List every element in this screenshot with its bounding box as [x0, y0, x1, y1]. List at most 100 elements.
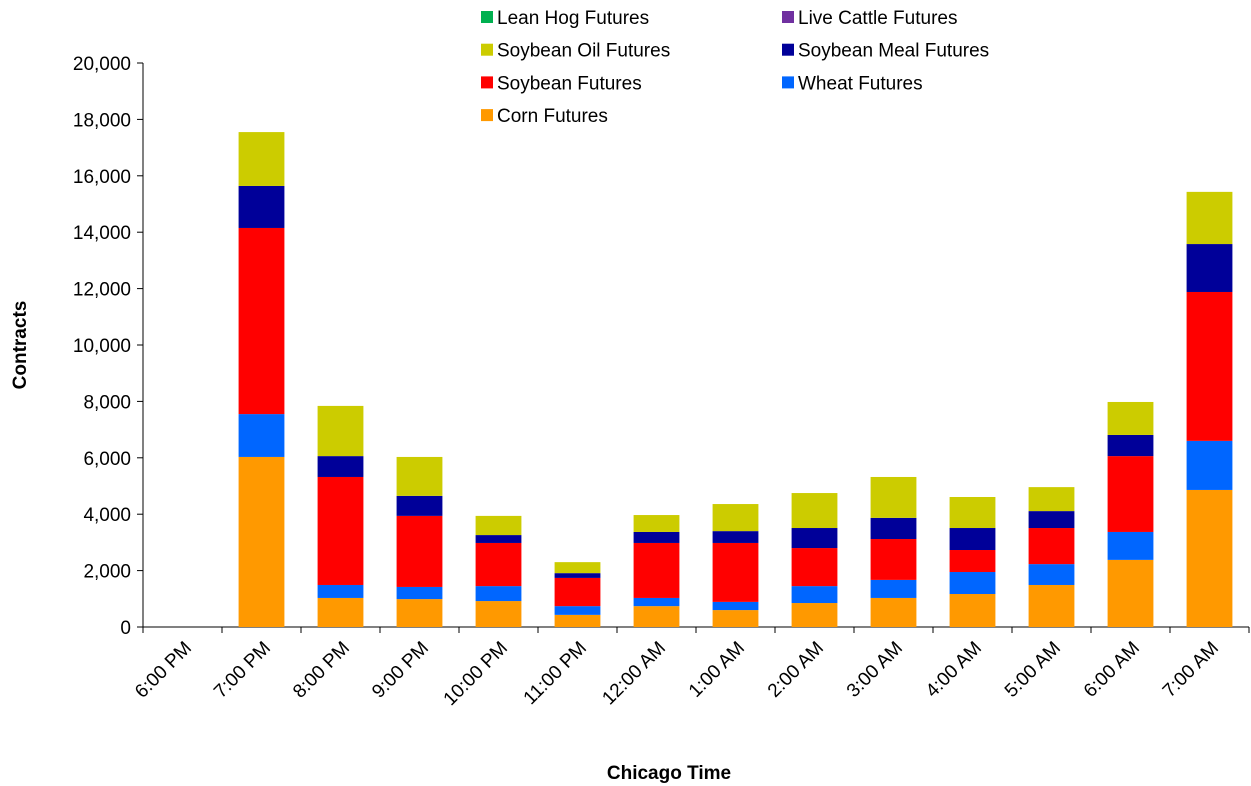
legend-label: Soybean Futures	[497, 73, 642, 94]
legend-label: Soybean Meal Futures	[798, 41, 989, 62]
bar-segment	[1028, 584, 1075, 627]
bar-segment	[633, 606, 680, 627]
bar-segment	[712, 531, 759, 543]
x-tick-label: 6:00 PM	[131, 638, 196, 703]
bar-segment	[1186, 291, 1233, 441]
legend-swatch	[481, 11, 493, 23]
bar-segment	[633, 515, 680, 532]
bar-segment	[949, 572, 996, 595]
bar-segment	[238, 227, 285, 415]
legend-label: Corn Futures	[497, 106, 608, 127]
x-tick-label: 10:00 PM	[440, 638, 512, 710]
bar-segment	[949, 528, 996, 551]
x-tick-label: 11:00 PM	[520, 638, 591, 709]
bar-segment	[554, 562, 601, 574]
x-tick-label: 3:00 AM	[843, 638, 907, 702]
bar-segment	[317, 597, 364, 627]
legend-swatch	[782, 76, 794, 89]
bar-segment	[870, 539, 917, 580]
legend-label: Soybean Oil Futures	[497, 41, 670, 62]
bar-segment	[1186, 244, 1233, 292]
x-axis-title: Chicago Time	[607, 763, 731, 784]
y-tick-label: 18,000	[73, 110, 131, 131]
bar-segment	[1107, 456, 1154, 532]
bar-segment	[475, 515, 522, 536]
bar-segment	[633, 542, 680, 598]
bar-segment	[1107, 531, 1154, 560]
y-tick-label: 20,000	[73, 54, 131, 75]
y-axis-title: Contracts	[10, 301, 31, 390]
bar-segment	[396, 515, 443, 587]
legend-label: Live Cattle Futures	[798, 8, 957, 29]
legend-swatch	[782, 11, 794, 23]
bar-segment	[1107, 559, 1154, 627]
x-tick-label: 1:00 AM	[685, 638, 749, 702]
x-tick-label: 4:00 AM	[922, 638, 986, 702]
x-tick-label: 6:00 AM	[1080, 638, 1144, 702]
bar-segment	[238, 185, 285, 228]
y-tick-label: 10,000	[73, 336, 131, 357]
legend-swatch	[481, 43, 493, 56]
bar-segment	[554, 606, 601, 615]
bar-segment	[1107, 401, 1154, 435]
bar-segment	[712, 601, 759, 611]
bar-segment	[791, 548, 838, 587]
bar-segment	[475, 586, 522, 602]
legend-swatch	[782, 43, 794, 56]
bar-segment	[791, 603, 838, 627]
bar-segment	[238, 456, 285, 627]
bar-segment	[475, 535, 522, 543]
y-tick-label: 6,000	[83, 449, 131, 470]
bar-segment	[317, 584, 364, 598]
bar-segment	[712, 610, 759, 627]
bar-segment	[1028, 528, 1075, 565]
bar-segment	[712, 504, 759, 532]
bar-segment	[1186, 440, 1233, 490]
bar-segment	[633, 597, 680, 607]
bar-segment	[317, 456, 364, 477]
bar-segment	[554, 573, 601, 578]
bar-segment	[870, 476, 917, 518]
x-tick-label: 7:00 PM	[210, 638, 275, 703]
x-tick-label: 2:00 AM	[764, 638, 828, 702]
bar-segment	[791, 528, 838, 549]
bar-segment	[791, 493, 838, 529]
bar-segment	[949, 550, 996, 573]
legend-swatch	[481, 76, 493, 89]
bar-segment	[870, 579, 917, 598]
bar-segment	[1028, 511, 1075, 529]
bar-segment	[396, 456, 443, 496]
bar-segment	[870, 597, 917, 627]
bar-segment	[396, 586, 443, 600]
y-tick-label: 0	[120, 618, 131, 639]
bar-segment	[238, 414, 285, 457]
bar-segment	[1186, 191, 1233, 245]
x-tick-label: 9:00 PM	[368, 638, 433, 703]
bar-segment	[1028, 564, 1075, 585]
y-tick-label: 16,000	[73, 167, 131, 188]
x-tick-label: 7:00 AM	[1159, 638, 1223, 702]
bar-segment	[949, 496, 996, 529]
legend-swatch	[481, 109, 493, 122]
y-tick-label: 4,000	[83, 505, 131, 526]
bar-segment	[475, 542, 522, 587]
bar-segment	[1028, 487, 1075, 512]
legend-label: Lean Hog Futures	[497, 8, 649, 29]
bar-segment	[633, 531, 680, 543]
bar-segment	[554, 614, 601, 627]
bar-segment	[396, 495, 443, 516]
x-tick-label: 5:00 AM	[1001, 638, 1065, 702]
x-tick-label: 12:00 AM	[598, 638, 670, 710]
bar-segment	[712, 542, 759, 602]
bar-segment	[238, 132, 285, 186]
y-tick-label: 8,000	[83, 392, 131, 413]
x-tick-label: 8:00 PM	[289, 638, 354, 703]
y-tick-label: 12,000	[73, 280, 131, 301]
bar-segment	[1186, 489, 1233, 627]
bar-segment	[870, 517, 917, 540]
bar-segment	[396, 599, 443, 627]
bar-segment	[554, 577, 601, 607]
bar-segment	[475, 601, 522, 627]
legend-label: Wheat Futures	[798, 73, 923, 94]
